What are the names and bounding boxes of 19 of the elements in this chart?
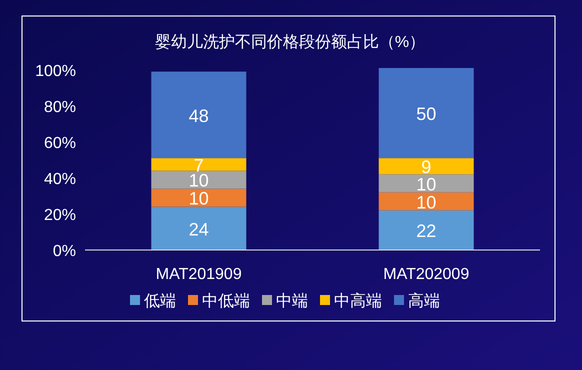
y-tick-label: 20% bbox=[44, 206, 76, 224]
y-tick-label: 100% bbox=[35, 62, 76, 80]
chart-title: 婴幼儿洗护不同价格段份额占比（%） bbox=[154, 33, 426, 51]
data-label: 50 bbox=[416, 104, 436, 124]
data-label: 22 bbox=[416, 221, 436, 242]
y-tick-label: 0% bbox=[52, 243, 76, 260]
x-tick-label: MAT201909 bbox=[156, 266, 242, 283]
data-label: 24 bbox=[188, 219, 209, 240]
legend-label: 中高端 bbox=[334, 292, 382, 310]
legend-label: 高端 bbox=[408, 292, 440, 310]
legend-label: 低端 bbox=[144, 292, 176, 310]
legend-label: 中端 bbox=[276, 292, 308, 310]
y-tick-label: 80% bbox=[44, 98, 76, 116]
data-label: 48 bbox=[188, 106, 209, 126]
x-tick-label: MAT202009 bbox=[383, 266, 470, 283]
高端: 48 50 bbox=[151, 68, 474, 158]
legend-label: 中低端 bbox=[202, 292, 250, 310]
y-tick-label: 60% bbox=[44, 134, 76, 152]
y-tick-label: 40% bbox=[44, 170, 76, 188]
